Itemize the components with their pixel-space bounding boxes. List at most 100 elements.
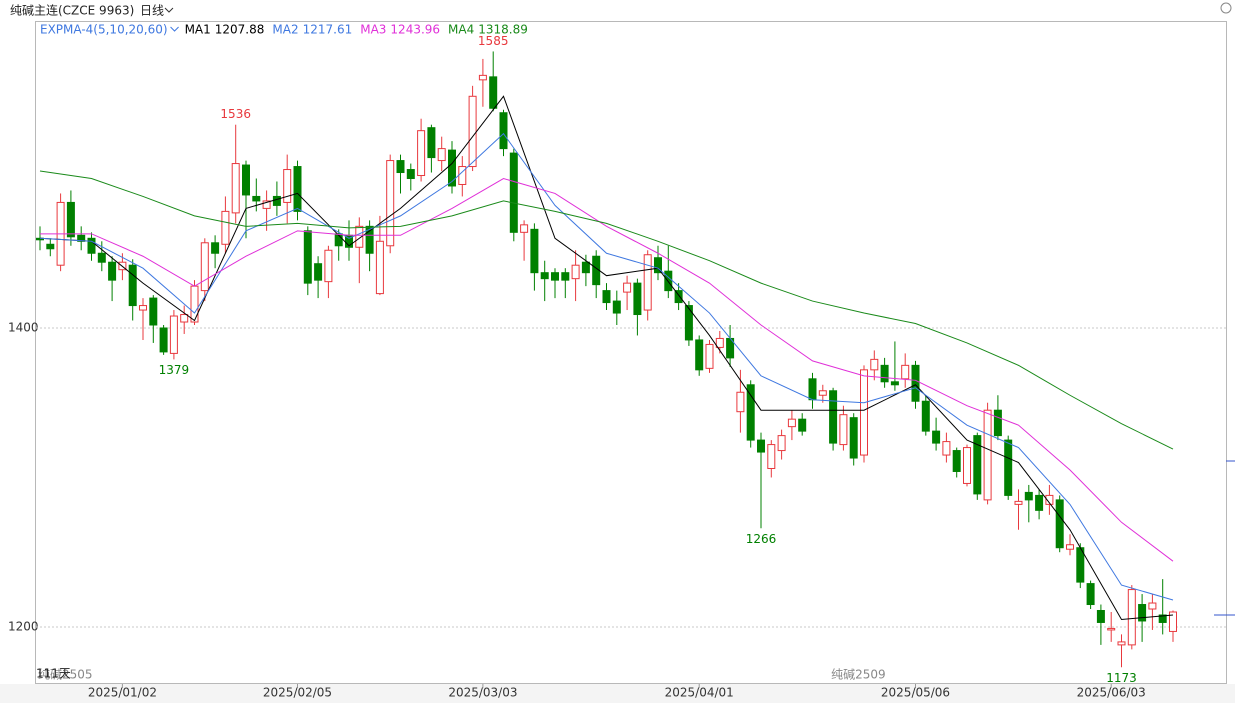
x-tick-label: 2025/02/05 (263, 686, 332, 700)
candle-down (932, 430, 941, 444)
contract-label: 纯碱2509 (831, 668, 886, 682)
candle-down (1004, 439, 1013, 496)
ma-line (39, 132, 1174, 601)
extreme-label: 1173 (1106, 671, 1137, 685)
candle-down (921, 400, 930, 432)
candle-up (324, 249, 333, 283)
candle-up (283, 169, 292, 203)
candle-down (973, 435, 982, 495)
candle-up (231, 163, 240, 214)
candle-up (375, 240, 384, 295)
chevron (164, 7, 174, 13)
candle-down (252, 195, 261, 202)
candle-up (200, 242, 209, 292)
x-tick-label: 2025/01/02 (88, 686, 157, 700)
candle-up (860, 369, 868, 456)
candle-down (1086, 583, 1095, 606)
candle-up (1148, 602, 1157, 610)
candle-down (612, 300, 621, 314)
candle-down (97, 252, 106, 263)
x-tick-label: 2025/06/03 (1077, 686, 1146, 700)
candle-down (87, 237, 96, 254)
contract-label: 纯碱2505 (38, 668, 93, 682)
candle-down (551, 272, 559, 281)
candle-down (993, 409, 1002, 437)
candle-up (169, 315, 178, 354)
extreme-label: 1266 (746, 532, 777, 546)
candle-up (417, 130, 426, 177)
candle-down (128, 264, 137, 307)
candle-up (1066, 544, 1074, 550)
candle-down (66, 201, 75, 238)
extreme-label: 1585 (478, 34, 509, 48)
candle-up (468, 95, 477, 168)
candle-down (1035, 494, 1044, 511)
candle-up (1169, 611, 1177, 632)
candle-down (540, 272, 549, 280)
candle-down (293, 166, 302, 212)
indicator[interactable]: EXPMA-4(5,10,20,60) (40, 23, 168, 37)
candle-down (808, 378, 817, 401)
candle-down (427, 127, 436, 159)
legend-value: 1243.96 (390, 23, 440, 37)
candle-down (561, 272, 570, 281)
candle-up (139, 305, 147, 311)
candle-down (890, 381, 899, 386)
extreme-label: 1536 (220, 107, 251, 121)
candle-down (757, 439, 765, 453)
candle-down (406, 169, 415, 180)
candle-up (942, 441, 951, 456)
candle-down (211, 242, 220, 254)
candle-down (880, 364, 889, 383)
candle-down (242, 164, 250, 196)
candle-down (149, 297, 158, 326)
candle-up (1014, 500, 1023, 505)
candle-down (489, 76, 498, 109)
candle-up (767, 444, 776, 469)
date-axis-band (0, 684, 1235, 703)
candle-down (448, 149, 456, 187)
legend-name: MA2 (272, 23, 298, 37)
candle-down (829, 390, 838, 444)
candle-up (818, 390, 827, 396)
x-tick-label: 2025/03/03 (448, 686, 517, 700)
candle-up (478, 74, 487, 81)
x-tick-label: 2025/05/06 (881, 686, 950, 700)
candle-up (870, 358, 879, 371)
candle-up (839, 414, 848, 446)
legend-value: 1217.61 (303, 23, 353, 37)
legend-name: MA1 (185, 23, 211, 37)
day-count: 111天 (36, 667, 71, 681)
candle-up (437, 148, 446, 162)
candle-down (159, 327, 168, 353)
legend-name: MA4 (448, 23, 474, 37)
candle-up (705, 343, 714, 369)
candle-up (715, 337, 724, 348)
x-tick-label: 2025/04/01 (665, 686, 734, 700)
extreme-label: 1379 (159, 363, 190, 377)
candle-up (1045, 494, 1054, 505)
y-tick-label: 1200 (8, 619, 39, 633)
candle-down (272, 195, 281, 206)
candle-down (746, 384, 755, 441)
candle-down (581, 261, 590, 274)
candle-down (1055, 499, 1064, 549)
candle-down (334, 233, 343, 247)
legend-value: 1318.89 (478, 23, 528, 37)
corner-icon[interactable] (1220, 2, 1232, 14)
candle-down (798, 418, 807, 432)
candle-down (509, 152, 518, 233)
candle-up (643, 254, 652, 311)
candle-down (695, 339, 704, 371)
candle-down (314, 263, 323, 281)
candle-down (1024, 491, 1033, 501)
candle-up (386, 160, 395, 247)
y-tick-label: 1400 (8, 320, 39, 334)
chart-title[interactable]: 纯碱主连(CZCE 9963) (10, 3, 134, 18)
candle-up (571, 264, 580, 280)
candle-down (952, 450, 961, 472)
candle-up (777, 435, 786, 452)
period[interactable]: 日线 (140, 4, 164, 18)
candle-up (901, 364, 910, 380)
